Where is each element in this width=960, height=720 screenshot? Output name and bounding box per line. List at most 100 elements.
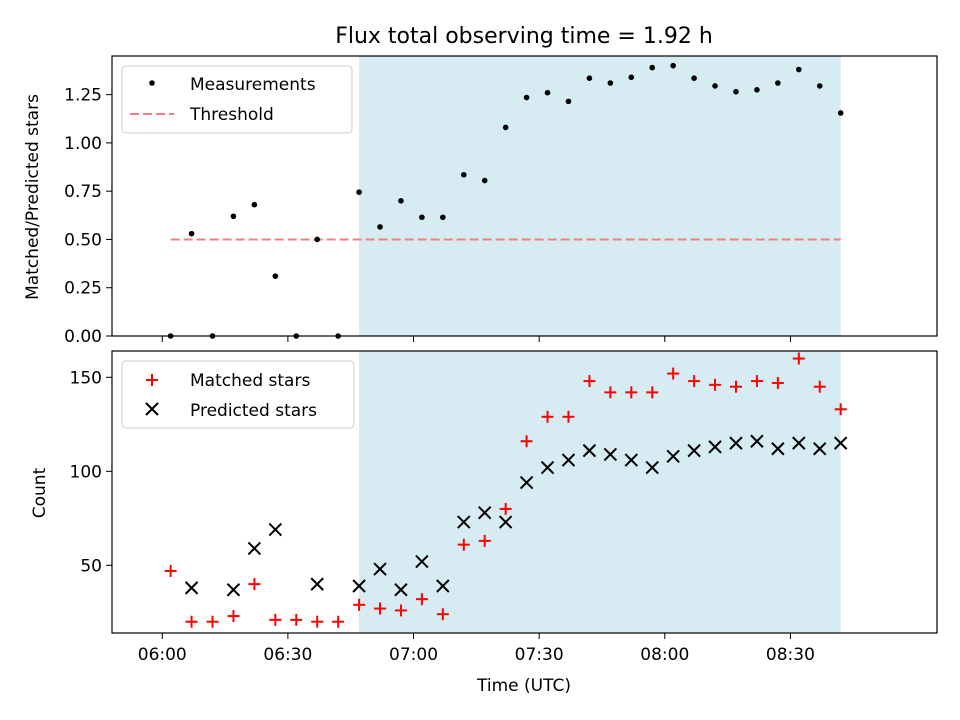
matched-star-point xyxy=(457,538,470,551)
predicted-star-point xyxy=(771,442,785,456)
bottom-y-axis-label: Count xyxy=(30,467,50,518)
chart-title: Flux total observing time = 1.92 h xyxy=(335,24,713,49)
matched-star-point xyxy=(688,375,701,388)
top-y-tick-label: 0.50 xyxy=(64,230,102,250)
predicted-star-point xyxy=(729,436,743,450)
legend-predicted-label: Predicted stars xyxy=(190,401,317,421)
matched-star-point xyxy=(729,380,742,393)
matched-star-point xyxy=(311,615,324,628)
measurement-point xyxy=(712,83,718,89)
x-axis-label: Time (UTC) xyxy=(476,676,571,696)
bottom-axes-frame xyxy=(111,350,938,634)
predicted-star-point xyxy=(540,460,555,475)
measurement-point xyxy=(733,88,739,95)
top-shaded-region xyxy=(359,56,841,336)
measurement-point xyxy=(586,75,593,82)
matched-star-point xyxy=(750,375,763,388)
matched-star-point xyxy=(478,534,491,547)
bottom-y-tick-label: 50 xyxy=(80,556,102,576)
predicted-star-point xyxy=(247,541,262,556)
bottom-points-layer xyxy=(164,352,848,628)
top-points-layer xyxy=(167,62,844,339)
matched-star-point xyxy=(771,376,784,389)
bottom-legend: Matched stars Predicted stars xyxy=(121,360,355,429)
measurement-point xyxy=(377,224,383,230)
matched-star-point xyxy=(667,367,680,380)
measurement-point xyxy=(544,89,551,96)
bottom-axes: 50 100 150 06:00 06:30 07:00 07:30 08:00 08:30 xyxy=(70,350,938,665)
measurement-point xyxy=(837,110,844,116)
predicted-star-point xyxy=(603,447,618,462)
matched-star-point xyxy=(227,610,240,623)
legend-measurements-label: Measurements xyxy=(190,75,316,95)
matched-star-point xyxy=(541,410,554,423)
matched-star-point xyxy=(290,613,303,626)
measurement-point xyxy=(523,94,530,101)
predicted-star-point xyxy=(645,460,659,475)
top-y-tick-label: 0.00 xyxy=(64,327,102,347)
legend-predicted-marker xyxy=(145,402,159,416)
measurement-point xyxy=(502,124,509,131)
measurement-point xyxy=(440,214,446,221)
matched-star-point xyxy=(520,435,533,448)
predicted-star-point xyxy=(792,436,806,450)
measurement-point xyxy=(481,177,488,184)
matched-star-point xyxy=(834,403,847,416)
predicted-star-point xyxy=(457,515,471,529)
bottom-x-tick-label: 07:30 xyxy=(515,645,564,665)
predicted-star-point xyxy=(519,475,534,490)
measurement-point xyxy=(272,273,279,279)
top-y-tick-label: 0.25 xyxy=(64,279,102,299)
matched-star-point xyxy=(269,613,282,626)
matched-star-point xyxy=(248,578,261,591)
predicted-star-point xyxy=(184,581,199,595)
measurement-point xyxy=(649,64,656,71)
bottom-x-tick-label: 08:30 xyxy=(766,645,815,665)
measurement-point xyxy=(607,80,614,86)
measurement-point xyxy=(670,62,676,69)
measurement-point xyxy=(754,86,760,93)
measurement-point xyxy=(188,230,195,237)
bottom-shaded-region xyxy=(359,351,841,633)
matched-star-point xyxy=(374,602,387,615)
top-panel: 0.00 0.25 0.50 0.75 1.00 1.25 Matched/Predict… xyxy=(23,55,938,347)
bottom-panel: 50 100 150 06:00 06:30 07:00 07:30 08:00 08:30 C… xyxy=(30,350,938,696)
top-y-tick-label: 1.00 xyxy=(64,134,102,154)
measurement-point xyxy=(816,83,823,89)
top-y-tick-label: 1.25 xyxy=(64,86,102,106)
bottom-shaded-span xyxy=(359,351,841,633)
measurement-point xyxy=(419,214,425,221)
predicted-star-point xyxy=(352,579,366,593)
predicted-star-point xyxy=(226,583,241,597)
predicted-star-point xyxy=(666,449,680,463)
legend-measurements-marker xyxy=(149,80,155,86)
predicted-star-point xyxy=(415,554,429,569)
top-y-axis-label: Matched/Predicted stars xyxy=(23,94,43,300)
measurement-point xyxy=(356,189,362,195)
predicted-star-point xyxy=(582,443,597,458)
measurement-point xyxy=(398,198,404,204)
matched-star-point xyxy=(394,604,407,617)
bottom-x-tick-label: 08:00 xyxy=(640,645,689,665)
predicted-star-point xyxy=(624,453,638,467)
predicted-star-point xyxy=(436,579,450,593)
predicted-star-point xyxy=(373,562,387,576)
measurement-point xyxy=(251,201,258,208)
predicted-star-point xyxy=(813,442,827,456)
bottom-x-tick-label: 07:00 xyxy=(389,645,438,665)
top-axes-frame xyxy=(111,55,938,337)
measurement-point xyxy=(314,236,321,243)
measurement-point xyxy=(460,171,467,178)
matched-star-point xyxy=(646,386,659,399)
matched-star-point xyxy=(185,615,198,628)
matched-star-point xyxy=(562,410,575,423)
top-axes: 0.00 0.25 0.50 0.75 1.00 1.25 xyxy=(64,55,938,347)
predicted-star-point xyxy=(708,440,722,454)
predicted-star-point xyxy=(394,583,408,597)
matched-star-point xyxy=(583,375,596,388)
predicted-star-point xyxy=(478,505,492,520)
top-y-tick-label: 0.75 xyxy=(64,182,102,202)
predicted-star-point xyxy=(498,515,513,529)
legend-matched-marker xyxy=(146,374,158,386)
